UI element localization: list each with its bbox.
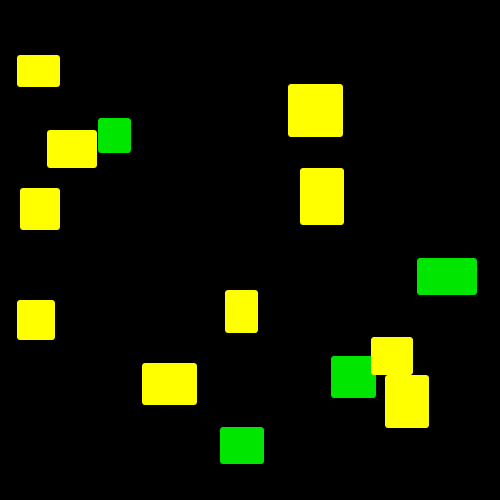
shape-rect (417, 258, 477, 295)
shape-rect (288, 84, 343, 137)
shape-rect (225, 290, 258, 333)
shape-rect (331, 356, 376, 398)
shape-rect (20, 188, 60, 230)
shape-canvas (0, 0, 500, 500)
shape-rect (17, 55, 60, 87)
shape-rect (300, 168, 344, 225)
shape-rect (142, 363, 197, 405)
shape-rect (98, 118, 131, 153)
shape-rect (220, 427, 264, 464)
shape-rect (47, 130, 97, 168)
shape-rect (17, 300, 55, 340)
shape-rect (371, 337, 413, 375)
shape-rect (385, 375, 429, 428)
